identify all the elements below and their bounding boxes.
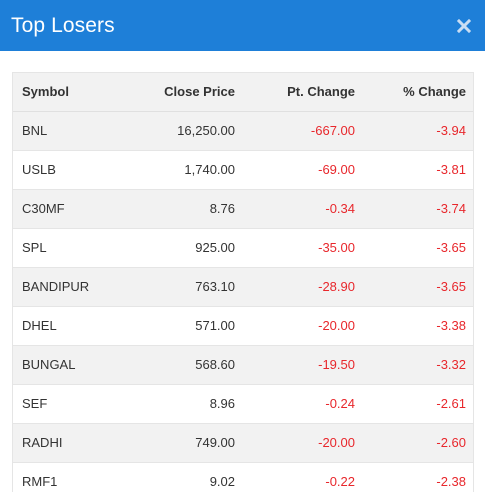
cell-close-price: 16,250.00 <box>128 111 235 151</box>
table-row[interactable]: RADHI 749.00 -20.00 -2.60 <box>13 423 473 463</box>
cell-symbol: SPL <box>13 228 128 268</box>
cell-pct-change: -3.94 <box>355 111 473 151</box>
table-row[interactable]: C30MF 8.76 -0.34 -3.74 <box>13 189 473 229</box>
cell-symbol: BANDIPUR <box>13 267 128 307</box>
table-row[interactable]: BANDIPUR 763.10 -28.90 -3.65 <box>13 267 473 307</box>
cell-pt-change: -20.00 <box>235 423 355 463</box>
cell-pt-change: -0.24 <box>235 384 355 424</box>
table-row[interactable]: USLB 1,740.00 -69.00 -3.81 <box>13 150 473 190</box>
cell-close-price: 8.76 <box>128 189 235 229</box>
cell-pt-change: -0.22 <box>235 462 355 492</box>
close-icon[interactable] <box>455 17 473 35</box>
cell-pct-change: -3.65 <box>355 228 473 268</box>
cell-symbol: RADHI <box>13 423 128 463</box>
losers-table: Symbol Close Price Pt. Change % Change B… <box>13 73 473 492</box>
table-row[interactable]: SPL 925.00 -35.00 -3.65 <box>13 228 473 268</box>
modal-title: Top Losers <box>11 13 115 37</box>
cell-pt-change: -28.90 <box>235 267 355 307</box>
cell-symbol: BUNGAL <box>13 345 128 385</box>
cell-pct-change: -3.38 <box>355 306 473 346</box>
cell-pct-change: -2.60 <box>355 423 473 463</box>
cell-pt-change: -69.00 <box>235 150 355 190</box>
cell-close-price: 763.10 <box>128 267 235 307</box>
cell-close-price: 925.00 <box>128 228 235 268</box>
cell-pct-change: -3.81 <box>355 150 473 190</box>
losers-table-container: Symbol Close Price Pt. Change % Change B… <box>12 72 474 492</box>
cell-pct-change: -3.65 <box>355 267 473 307</box>
column-header-pct-change[interactable]: % Change <box>355 73 473 112</box>
cell-pct-change: -2.38 <box>355 462 473 492</box>
table-header-row: Symbol Close Price Pt. Change % Change <box>13 73 473 112</box>
modal-header: Top Losers <box>0 0 485 51</box>
cell-close-price: 1,740.00 <box>128 150 235 190</box>
column-header-pt-change[interactable]: Pt. Change <box>235 73 355 112</box>
cell-pct-change: -3.32 <box>355 345 473 385</box>
column-header-symbol[interactable]: Symbol <box>13 73 128 112</box>
column-header-close-price[interactable]: Close Price <box>128 73 235 112</box>
cell-close-price: 9.02 <box>128 462 235 492</box>
cell-close-price: 568.60 <box>128 345 235 385</box>
table-row[interactable]: RMF1 9.02 -0.22 -2.38 <box>13 462 473 492</box>
table-row[interactable]: BNL 16,250.00 -667.00 -3.94 <box>13 111 473 151</box>
cell-symbol: RMF1 <box>13 462 128 492</box>
table-row[interactable]: DHEL 571.00 -20.00 -3.38 <box>13 306 473 346</box>
cell-close-price: 749.00 <box>128 423 235 463</box>
cell-close-price: 571.00 <box>128 306 235 346</box>
cell-pt-change: -667.00 <box>235 111 355 151</box>
cell-pt-change: -0.34 <box>235 189 355 229</box>
cell-close-price: 8.96 <box>128 384 235 424</box>
cell-symbol: SEF <box>13 384 128 424</box>
cell-symbol: USLB <box>13 150 128 190</box>
cell-pct-change: -3.74 <box>355 189 473 229</box>
cell-pct-change: -2.61 <box>355 384 473 424</box>
cell-pt-change: -19.50 <box>235 345 355 385</box>
cell-symbol: C30MF <box>13 189 128 229</box>
cell-pt-change: -20.00 <box>235 306 355 346</box>
table-row[interactable]: SEF 8.96 -0.24 -2.61 <box>13 384 473 424</box>
table-row[interactable]: BUNGAL 568.60 -19.50 -3.32 <box>13 345 473 385</box>
cell-symbol: DHEL <box>13 306 128 346</box>
cell-symbol: BNL <box>13 111 128 151</box>
cell-pt-change: -35.00 <box>235 228 355 268</box>
